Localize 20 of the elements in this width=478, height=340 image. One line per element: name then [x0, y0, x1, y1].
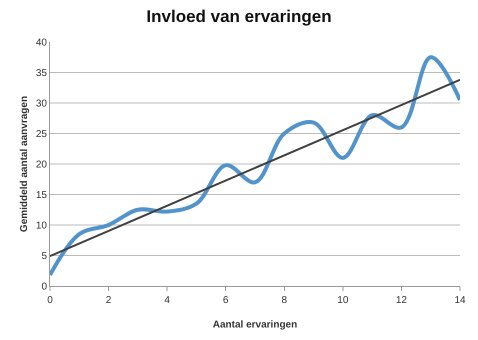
line-series [50, 55, 460, 278]
x-tick-label: 6 [222, 295, 229, 306]
y-tick-label: 0 [41, 282, 48, 292]
y-tick-label: 10 [36, 220, 48, 232]
chart-title: Invloed van ervaringen [146, 7, 332, 26]
x-tick-label: 8 [282, 295, 288, 306]
y-axis-title: Gemiddeld aantal aanvragen [18, 96, 30, 232]
x-tick-label: 14 [454, 295, 466, 306]
y-tick-label: 5 [41, 251, 48, 262]
y-tick-label: 25 [36, 129, 48, 140]
y-tick-label: 15 [36, 190, 48, 201]
x-tick-label: 2 [106, 295, 112, 306]
y-tick-label: 40 [36, 38, 48, 48]
x-tick-label: 4 [164, 295, 170, 306]
x-tick-label: 10 [337, 295, 349, 306]
x-axis-title: Aantal ervaringen [212, 320, 298, 330]
y-tick-label: 20 [36, 160, 48, 170]
x-tick-label: 12 [396, 295, 408, 306]
y-tick-label: 35 [36, 68, 48, 79]
y-tick-label: 30 [36, 98, 48, 110]
